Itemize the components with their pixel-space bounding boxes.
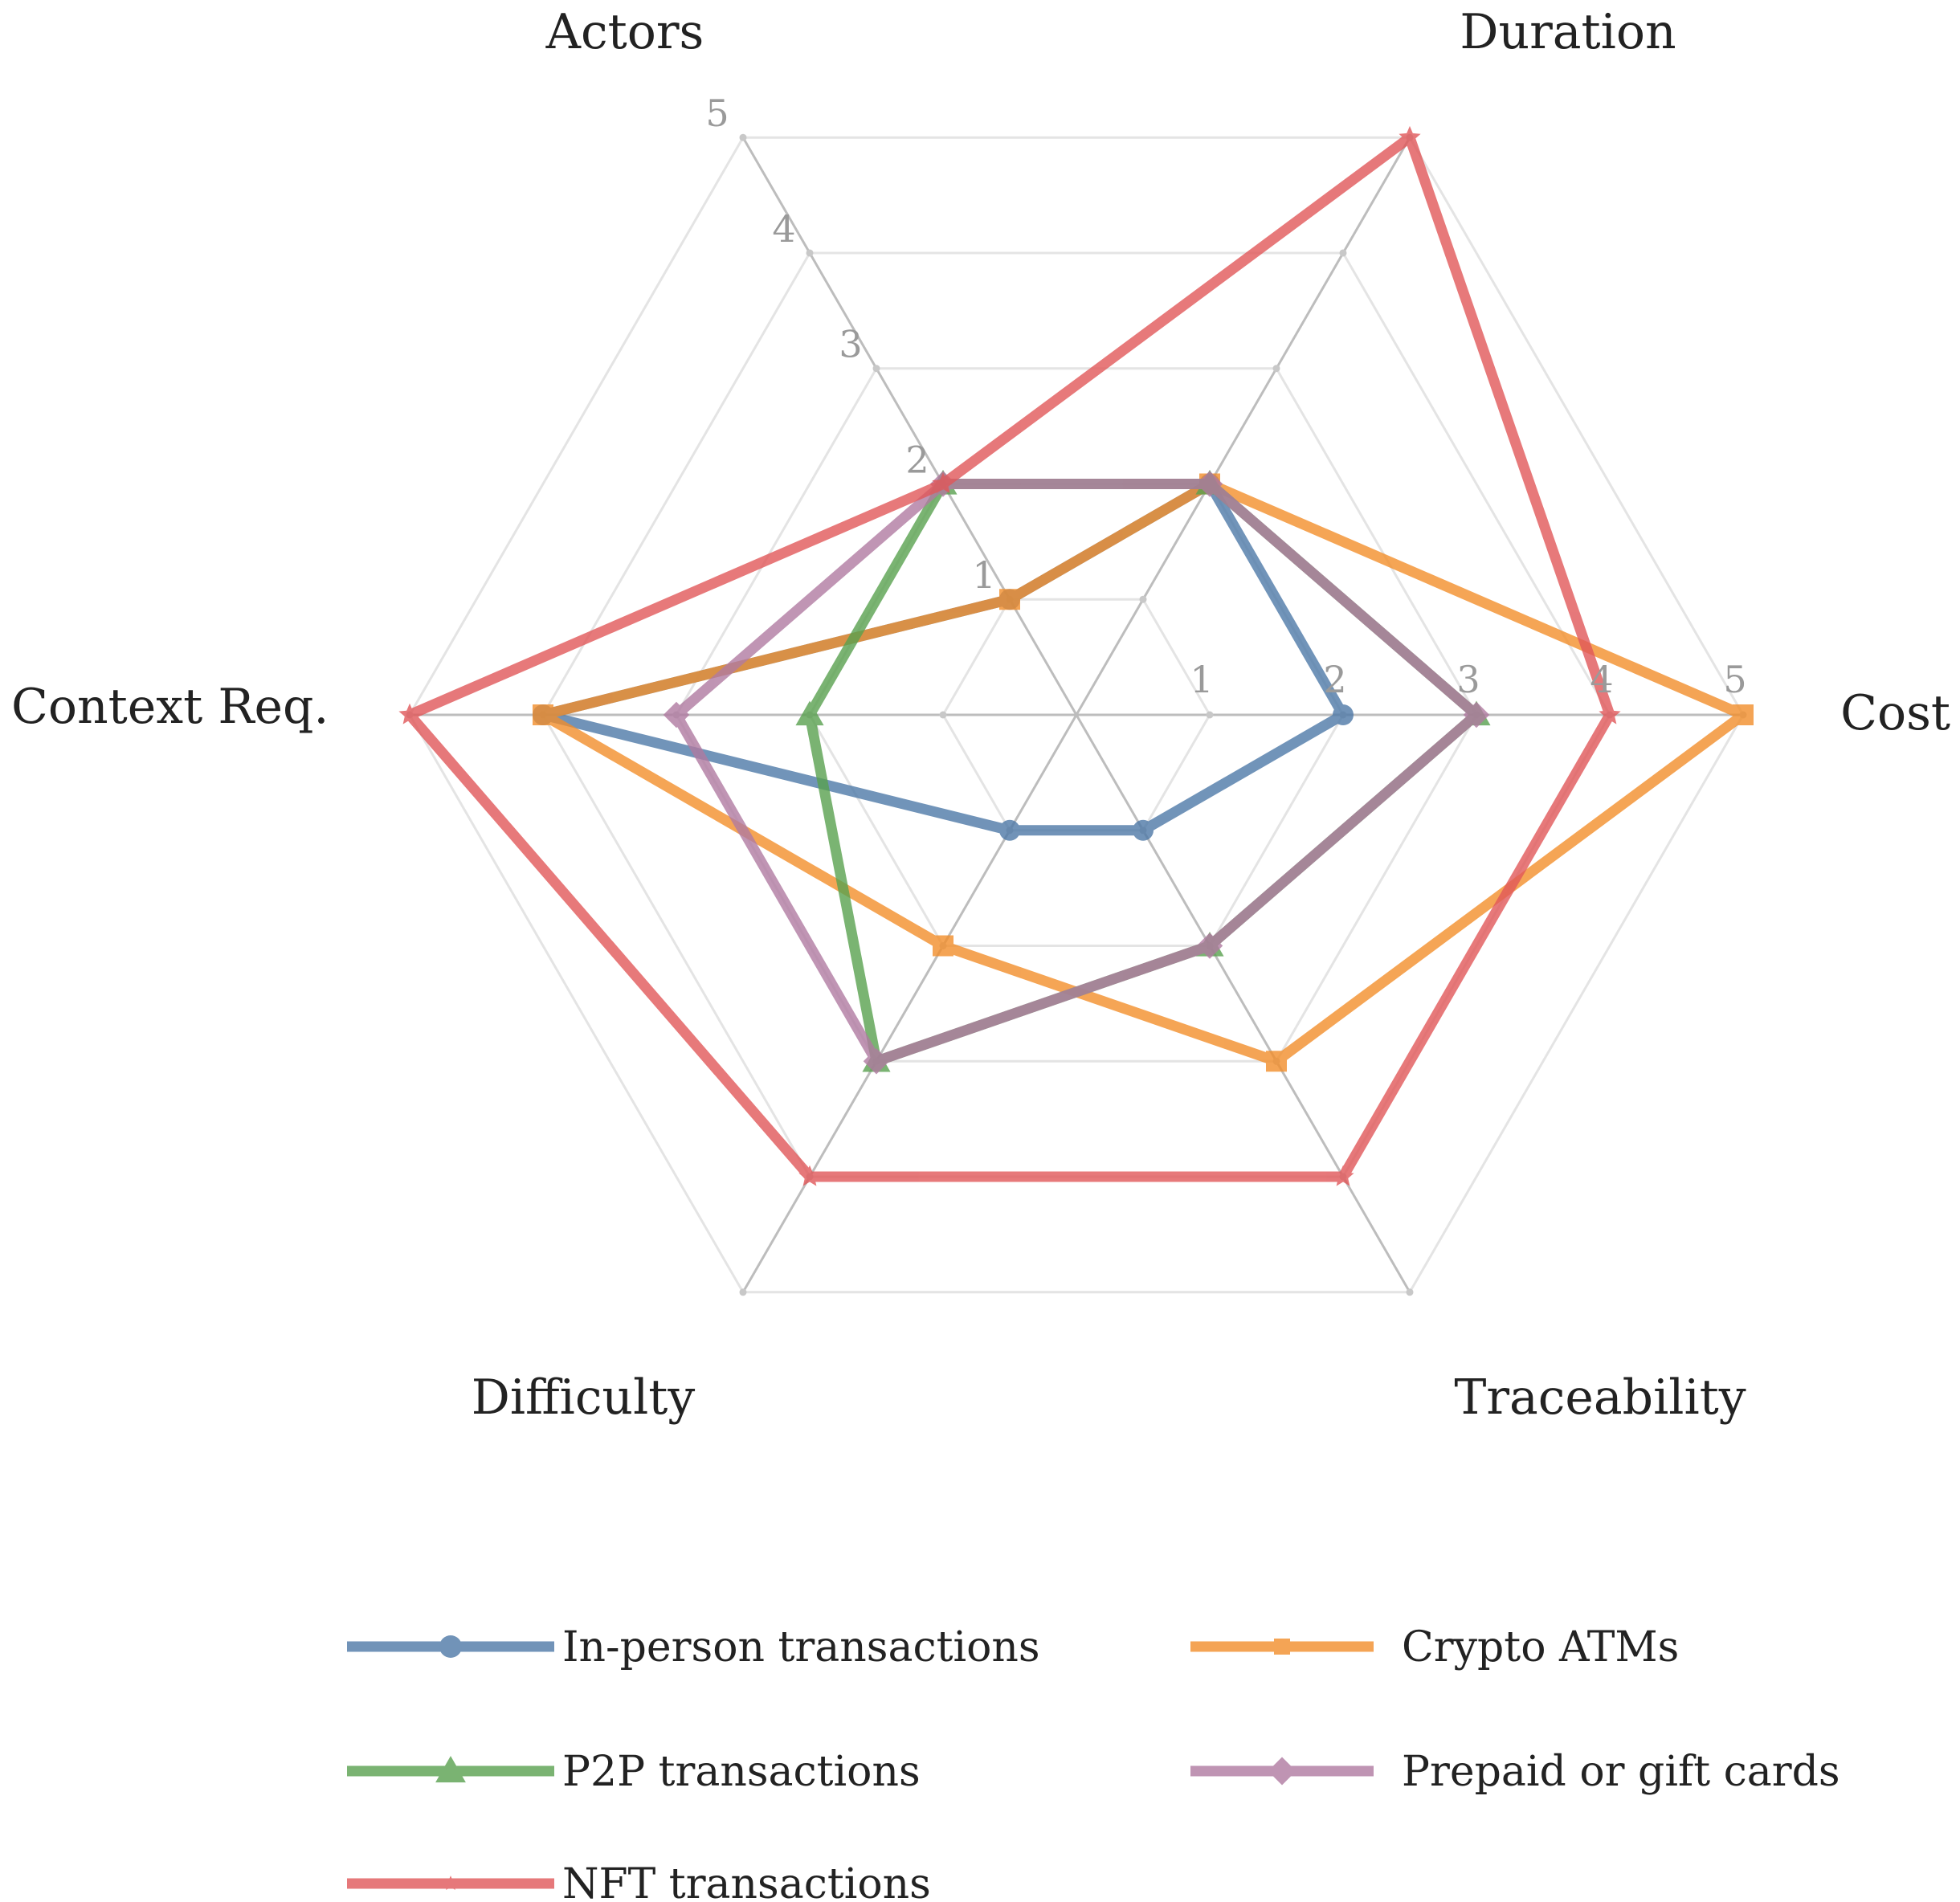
grid-dot [739, 133, 747, 141]
tick-labels: 1 2 3 4 5 1 2 3 4 5 [705, 92, 1746, 701]
legend-swatch-marker [1274, 1639, 1290, 1655]
spoke-actors [741, 137, 1078, 716]
grid-dot [1206, 711, 1214, 719]
data-point [932, 472, 954, 493]
spoke-difficulty [741, 714, 1078, 1293]
legend-swatch-marker [1268, 1757, 1296, 1786]
data-point [999, 589, 1020, 610]
data-point [1196, 933, 1223, 959]
grid-dot [1406, 1288, 1414, 1296]
tick-label: 4 [1590, 658, 1613, 701]
legend: In-person transactions Crypto ATMs P2P tra… [347, 1623, 1840, 1902]
tick-label: 2 [905, 438, 929, 481]
data-point [795, 700, 824, 726]
data-point [933, 935, 953, 957]
axis-label-difficulty: Difficulty [472, 1369, 696, 1426]
data-point [1463, 701, 1490, 729]
data-point [1133, 819, 1154, 841]
series-prepaid-or-gift-cards [663, 471, 1490, 1075]
grid-dot [739, 1288, 747, 1296]
legend-swatch [347, 1756, 554, 1783]
axis-label-actors: Actors [545, 4, 704, 60]
axis-label-cost: Cost [1840, 685, 1950, 741]
legend-label: P2P transactions [562, 1748, 921, 1796]
legend-item-crypto-atms: Crypto ATMs [1190, 1623, 1679, 1671]
data-point [999, 819, 1020, 841]
legend-swatch [1190, 1639, 1374, 1655]
axis-label-traceability: Traceability [1454, 1369, 1746, 1426]
grid-dot [939, 711, 947, 719]
legend-label: In-person transactions [562, 1623, 1040, 1671]
legend-label: NFT transactions [562, 1860, 931, 1902]
grid-dot [872, 365, 880, 373]
tick-label: 1 [972, 553, 995, 597]
data-point [863, 1048, 890, 1075]
data-point [1332, 1165, 1354, 1186]
legend-swatch-marker [435, 1756, 466, 1783]
data-point [1733, 704, 1754, 725]
legend-item-p2p-transactions: P2P transactions [347, 1748, 921, 1796]
legend-item-in-person-transactions: In-person transactions [347, 1623, 1040, 1671]
series-nft-transactions [398, 125, 1621, 1186]
tick-label: 3 [839, 323, 862, 366]
tick-label: 2 [1323, 658, 1346, 701]
tick-label: 1 [1190, 658, 1213, 701]
legend-item-prepaid-or-gift-cards: Prepaid or gift cards [1190, 1748, 1840, 1796]
spoke-duration [1075, 137, 1411, 716]
legend-swatch [347, 1875, 554, 1890]
data-point [1599, 703, 1621, 724]
grid-dot [1272, 365, 1280, 373]
legend-label: Prepaid or gift cards [1402, 1748, 1840, 1796]
axis-labels: Cost Duration Actors Context Req. Difficulty… [11, 4, 1950, 1426]
data-point [1399, 125, 1421, 147]
legend-swatch-marker [443, 1875, 459, 1890]
data-point [1266, 1051, 1287, 1072]
data-point [533, 704, 553, 725]
legend-item-nft-transactions: NFT transactions [347, 1860, 931, 1902]
data-point [398, 703, 421, 724]
series-layer [398, 125, 1754, 1186]
grid-dot [806, 249, 814, 257]
grid-dot [1139, 595, 1147, 603]
legend-swatch [347, 1635, 554, 1658]
tick-label: 4 [772, 207, 795, 251]
grid-dot [1339, 249, 1347, 257]
data-point [798, 1165, 821, 1186]
axis-label-duration: Duration [1460, 4, 1676, 60]
data-point [1333, 704, 1354, 725]
spoke-traceability [1075, 714, 1411, 1293]
tick-label: 5 [705, 92, 729, 135]
data-point [663, 701, 690, 729]
radar-grid [406, 133, 1747, 1296]
series-line [404, 132, 1615, 1182]
tick-label: 5 [1723, 658, 1746, 701]
data-point [1196, 471, 1223, 497]
legend-swatch-marker [439, 1635, 462, 1658]
axis-label-context-req: Context Req. [11, 679, 329, 735]
series-line [804, 478, 1482, 1067]
tick-label: 3 [1456, 658, 1480, 701]
legend-label: Crypto ATMs [1402, 1623, 1679, 1671]
legend-swatch [1190, 1757, 1374, 1786]
